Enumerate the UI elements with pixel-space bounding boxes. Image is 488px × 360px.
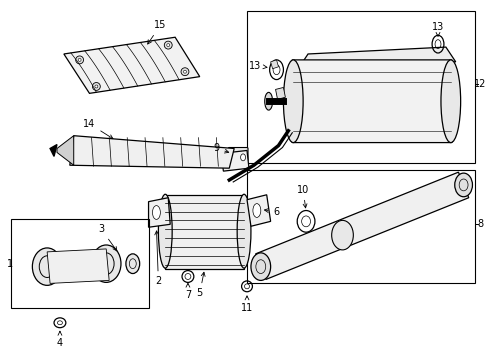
Polygon shape [255,172,468,279]
Ellipse shape [264,93,272,110]
Polygon shape [50,145,57,156]
Ellipse shape [237,194,250,268]
Ellipse shape [183,70,186,73]
Text: 2: 2 [154,231,161,287]
Polygon shape [57,136,74,165]
Bar [11,219,148,308]
Text: 6: 6 [264,207,279,216]
Polygon shape [221,150,248,171]
Ellipse shape [331,220,353,250]
Ellipse shape [91,245,121,282]
Ellipse shape [76,56,83,64]
Polygon shape [47,249,109,283]
Polygon shape [148,198,170,227]
Text: 3: 3 [98,224,117,251]
Ellipse shape [252,204,260,217]
Polygon shape [64,37,199,93]
Text: 8: 8 [476,219,483,229]
Text: 13: 13 [431,22,443,36]
Ellipse shape [152,206,160,219]
Text: 14: 14 [83,119,113,139]
Bar [246,170,474,283]
Ellipse shape [454,173,471,197]
Text: 9: 9 [213,144,228,153]
Bar [246,11,474,163]
Ellipse shape [92,82,100,90]
Polygon shape [70,136,234,168]
Polygon shape [165,195,244,269]
Ellipse shape [240,154,245,161]
Ellipse shape [224,154,229,161]
Ellipse shape [158,194,172,268]
Text: 15: 15 [147,21,166,44]
Text: 12: 12 [473,80,486,90]
Ellipse shape [125,254,140,274]
Polygon shape [275,87,285,99]
Ellipse shape [78,58,81,61]
Text: 13: 13 [248,61,266,71]
Ellipse shape [181,68,188,76]
Polygon shape [270,60,278,69]
Text: 7: 7 [184,283,191,300]
Ellipse shape [164,41,172,49]
Polygon shape [246,195,270,226]
Ellipse shape [32,248,62,285]
Ellipse shape [166,44,169,46]
Ellipse shape [440,60,460,143]
Text: 4: 4 [57,331,63,347]
Ellipse shape [250,253,270,280]
FancyBboxPatch shape [228,148,247,161]
Text: 10: 10 [296,185,308,208]
Text: 5: 5 [196,272,204,298]
Text: 1: 1 [7,259,13,269]
FancyBboxPatch shape [291,60,452,143]
Ellipse shape [95,85,98,88]
Ellipse shape [283,60,303,143]
Text: 11: 11 [241,296,253,313]
Polygon shape [298,47,455,69]
